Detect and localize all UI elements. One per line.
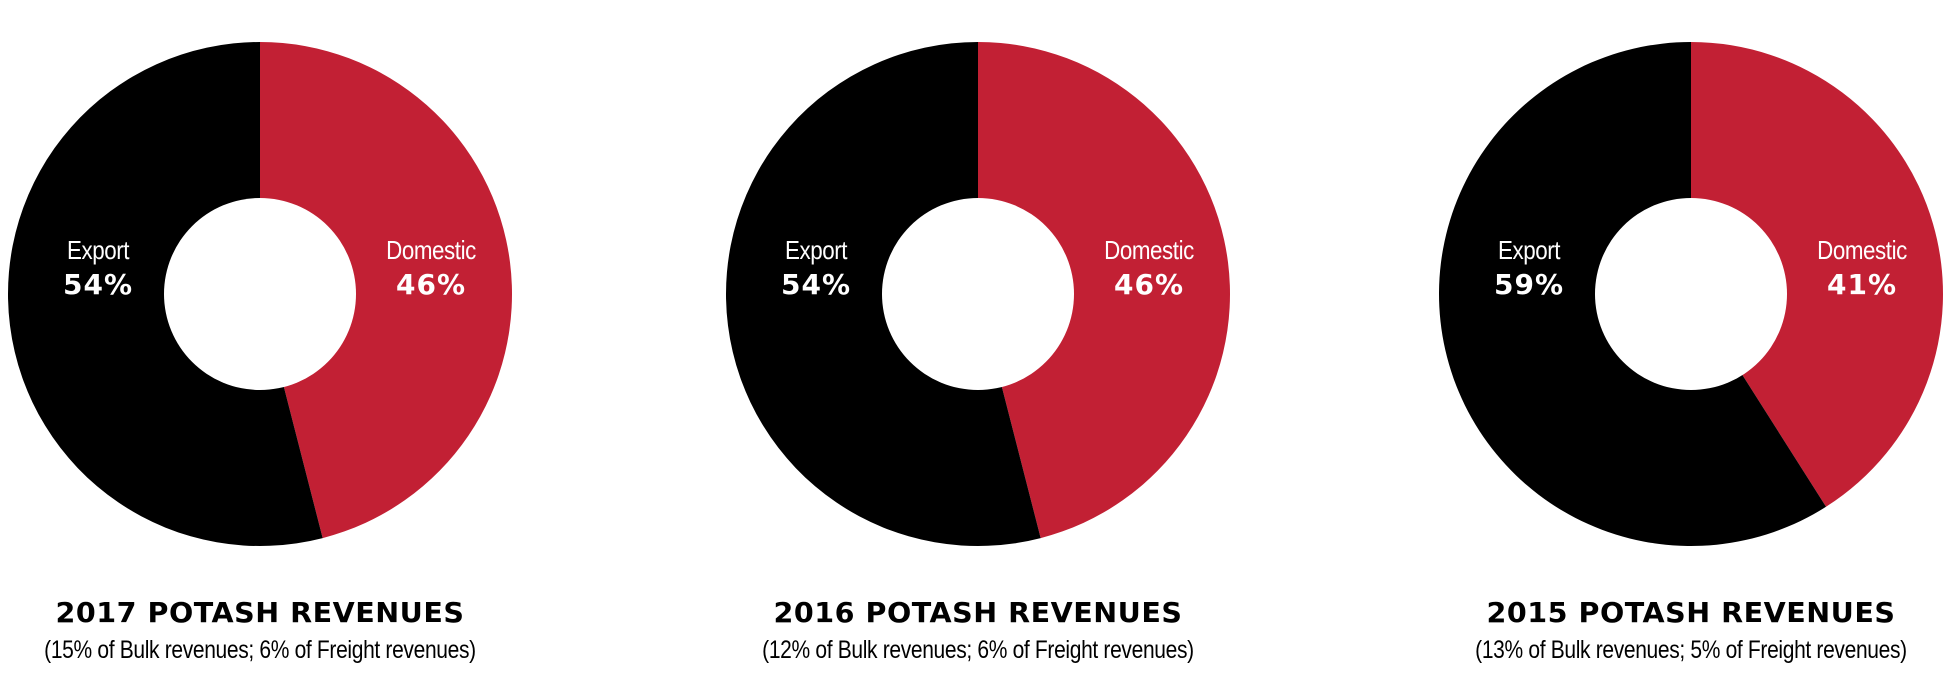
domestic-name: Domestic bbox=[386, 235, 476, 265]
domestic-segment bbox=[978, 41, 1231, 539]
export-name: Export bbox=[66, 235, 130, 265]
chart-panel-2017: Export 54% Domestic 46% 2017 POTASH REVE… bbox=[0, 0, 540, 676]
domestic-name: Domestic bbox=[1104, 235, 1194, 265]
export-percent: 54% bbox=[780, 268, 852, 301]
chart-title: 2016 POTASH REVENUES bbox=[773, 596, 1183, 629]
donut-chart-2015 bbox=[1439, 42, 1943, 546]
export-percent: 59% bbox=[1493, 268, 1565, 301]
donut-hole bbox=[164, 198, 356, 390]
export-label: Export 54% bbox=[23, 236, 173, 302]
domestic-percent: 41% bbox=[1826, 268, 1898, 301]
export-name: Export bbox=[1497, 235, 1561, 265]
domestic-name: Domestic bbox=[1817, 235, 1907, 265]
export-label: Export 59% bbox=[1454, 236, 1604, 302]
domestic-segment bbox=[1691, 42, 1943, 507]
export-label: Export 54% bbox=[741, 236, 891, 302]
export-name: Export bbox=[784, 235, 848, 265]
export-percent: 54% bbox=[62, 268, 134, 301]
domestic-label: Domestic 41% bbox=[1787, 236, 1937, 302]
chart-panel-2015: Export 59% Domestic 41% 2015 POTASH REVE… bbox=[1411, 0, 1951, 676]
domestic-label: Domestic 46% bbox=[356, 236, 506, 302]
donut-chart-2017 bbox=[8, 41, 513, 546]
domestic-percent: 46% bbox=[395, 268, 467, 301]
chart-title: 2017 POTASH REVENUES bbox=[55, 596, 465, 629]
domestic-percent: 46% bbox=[1113, 268, 1185, 301]
chart-panel-2016: Export 54% Domestic 46% 2016 POTASH REVE… bbox=[698, 0, 1258, 676]
chart-subtitle: (13% of Bulk revenues; 5% of Freight rev… bbox=[1475, 636, 1907, 664]
donut-hole bbox=[882, 198, 1074, 390]
donut-chart-2016 bbox=[726, 41, 1231, 546]
chart-subtitle: (12% of Bulk revenues; 6% of Freight rev… bbox=[762, 636, 1194, 664]
domestic-segment bbox=[260, 41, 513, 539]
chart-subtitle: (15% of Bulk revenues; 6% of Freight rev… bbox=[44, 636, 476, 664]
domestic-label: Domestic 46% bbox=[1074, 236, 1224, 302]
donut-hole bbox=[1595, 198, 1787, 390]
chart-title: 2015 POTASH REVENUES bbox=[1486, 596, 1896, 629]
